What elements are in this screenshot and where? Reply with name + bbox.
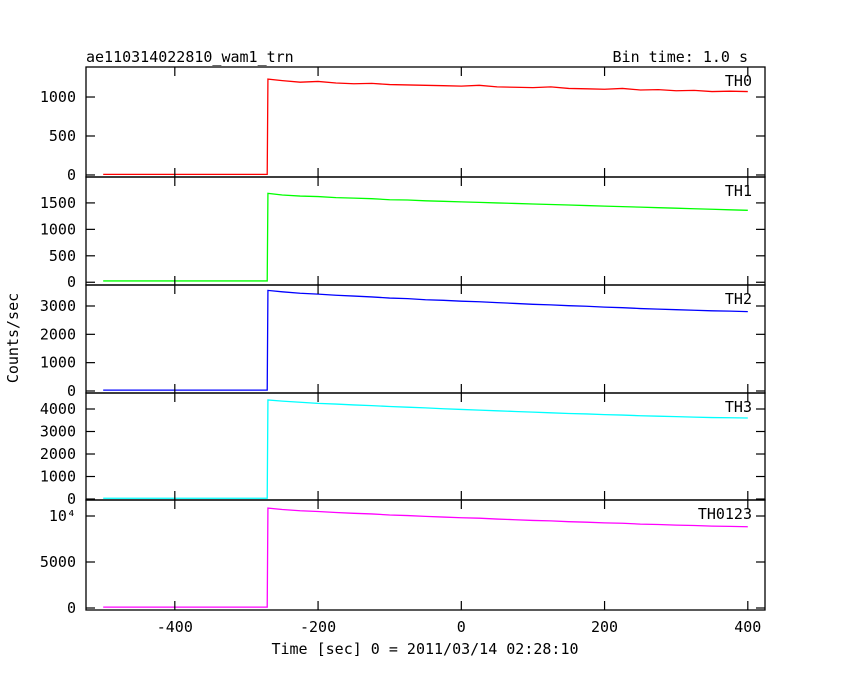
y-tick-label: 2000	[40, 445, 76, 463]
series-line	[103, 399, 748, 499]
series-line	[103, 507, 748, 608]
x-tick-label: 0	[457, 618, 466, 636]
y-tick-label: 1000	[40, 468, 76, 486]
x-axis-label: Time [sec] 0 = 2011/03/14 02:28:10	[271, 640, 578, 658]
y-axis-label: Counts/sec	[4, 293, 22, 383]
series-line	[103, 78, 748, 175]
y-tick-label: 1000	[40, 354, 76, 372]
y-tick-label: 4000	[40, 400, 76, 418]
x-tick-label: 200	[591, 618, 618, 636]
series-label: TH3	[725, 398, 752, 416]
y-tick-label: 500	[49, 127, 76, 145]
y-tick-label: 0	[67, 273, 76, 291]
y-tick-label: 5000	[40, 553, 76, 571]
y-tick-label: 10⁴	[49, 507, 76, 525]
y-tick-label: 1500	[40, 194, 76, 212]
series-line	[103, 289, 748, 391]
y-tick-label: 0	[67, 490, 76, 508]
y-tick-label: 3000	[40, 297, 76, 315]
y-tick-label: 0	[67, 382, 76, 400]
y-tick-label: 500	[49, 247, 76, 265]
y-tick-label: 1000	[40, 88, 76, 106]
series-label: TH0	[725, 72, 752, 90]
series-label: TH2	[725, 290, 752, 308]
y-tick-label: 1000	[40, 220, 76, 238]
panel-frame	[85, 176, 766, 286]
chart-title: ae110314022810_wam1_trn	[86, 48, 294, 66]
y-tick-label: 2000	[40, 325, 76, 343]
series-label: TH1	[725, 182, 752, 200]
y-tick-label: 0	[67, 599, 76, 617]
x-tick-label: -400	[157, 618, 193, 636]
series-line	[103, 192, 748, 282]
series-label: TH0123	[698, 505, 752, 523]
x-tick-label: 400	[734, 618, 761, 636]
x-tick-label: -200	[300, 618, 336, 636]
y-tick-label: 3000	[40, 423, 76, 441]
panel-frame	[85, 499, 766, 611]
bin-time: Bin time: 1.0 s	[613, 48, 748, 66]
panel-frame	[85, 392, 766, 501]
y-tick-label: 0	[67, 166, 76, 184]
panel-frame	[85, 66, 766, 178]
panel-frame	[85, 284, 766, 394]
